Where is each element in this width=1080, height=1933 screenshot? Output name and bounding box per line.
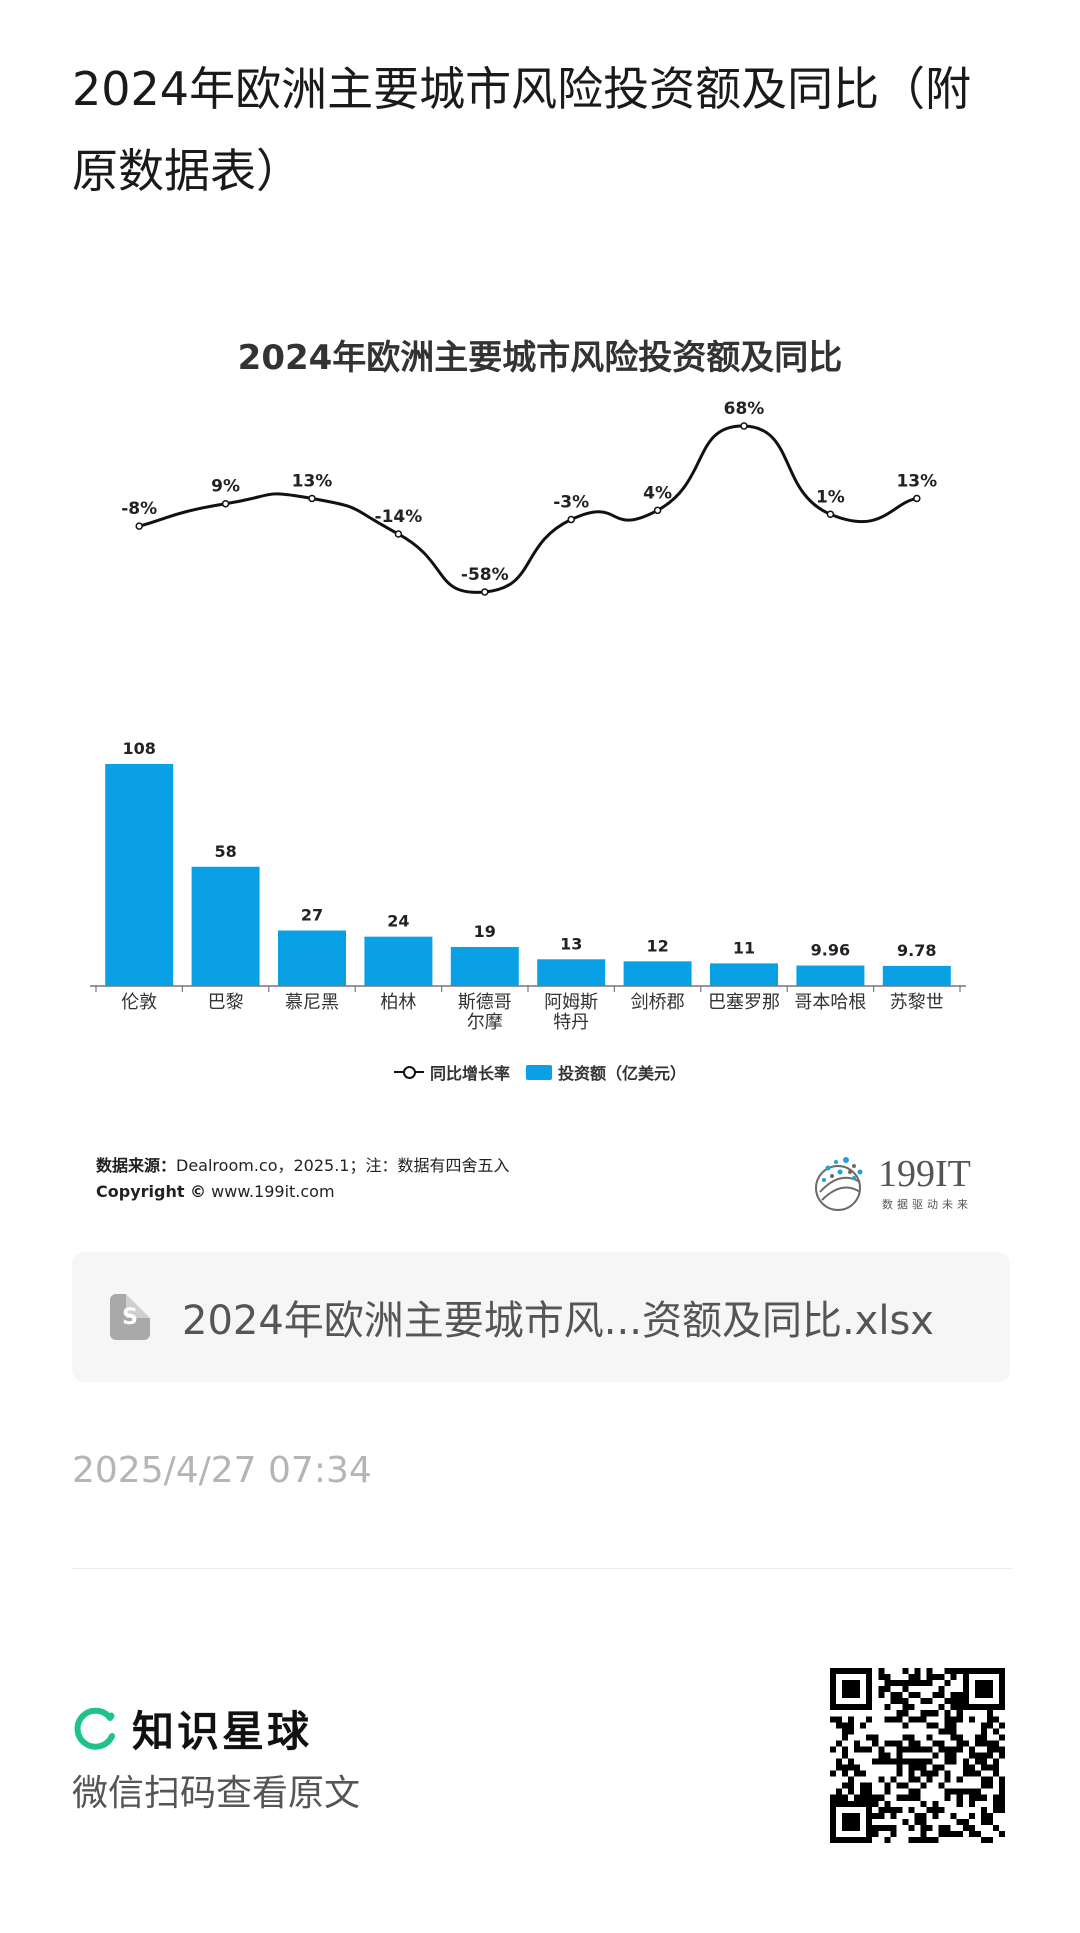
growth-point-1 xyxy=(221,499,230,508)
legend-bar-label: 投资额（亿美元） xyxy=(558,1064,687,1083)
growth-point-0 xyxy=(135,522,143,530)
growth-label-9: 13% xyxy=(896,471,937,491)
combo-chart: 108 58 27 24 19 13 12 11 9.96 9.78 伦敦 巴黎 慕尼黑 柏林 斯德哥尔摩阿… xyxy=(90,399,966,1033)
growth-point-8 xyxy=(826,510,835,519)
growth-label-8: 1% xyxy=(816,487,845,507)
brand-name: 199IT xyxy=(878,1153,971,1195)
x-tick-label-3: 柏林 xyxy=(380,992,416,1013)
zsxq-logo: 知识星球 xyxy=(72,1698,312,1759)
bar-label-5: 13 xyxy=(560,934,582,953)
chart-legend: 同比增长率 投资额（亿美元） xyxy=(72,1060,1008,1084)
x-tick-label-1: 巴黎 xyxy=(208,992,244,1013)
bar-label-3: 24 xyxy=(387,912,409,931)
data-source-label: 数据来源： xyxy=(96,1156,177,1175)
x-tick-label-8: 哥本哈根 xyxy=(794,992,866,1013)
x-tick-label-0: 伦敦 xyxy=(121,992,157,1013)
x-tick-label-4: 斯德哥尔摩 xyxy=(458,992,512,1033)
copyright-label: Copyright © xyxy=(96,1182,207,1201)
bar-label-4: 19 xyxy=(474,922,496,941)
chart-card: 2024年欧洲主要城市风险投资额及同比 108 58 27 24 19 13 12 11 9.9… xyxy=(72,300,1008,1240)
growth-label-2: 13% xyxy=(292,471,333,491)
x-tick-label-9: 苏黎世 xyxy=(890,992,944,1013)
growth-point-9 xyxy=(913,494,921,503)
bar-label-6: 12 xyxy=(646,936,668,955)
growth-point-6 xyxy=(653,506,662,515)
growth-point-3 xyxy=(394,530,403,538)
data-source-text: Dealroom.co，2025.1；注：数据有四舍五入 xyxy=(176,1156,510,1175)
attachment-file-name: 2024年欧洲主要城市风...资额及同比.xlsx xyxy=(182,1298,934,1344)
post-timestamp: 2025/4/27 07:34 xyxy=(72,1450,372,1491)
copyright: Copyright © www.199it.com xyxy=(96,1182,335,1201)
bar-label-0: 108 xyxy=(122,739,155,758)
legend-line-label: 同比增长率 xyxy=(429,1064,510,1083)
bar-label-2: 27 xyxy=(301,906,323,925)
legend-item-line: 同比增长率 xyxy=(393,1060,510,1084)
qr-code-icon[interactable] xyxy=(830,1668,1005,1843)
growth-label-0: -8% xyxy=(121,499,157,519)
bar-1 xyxy=(191,866,260,986)
growth-point-2 xyxy=(308,494,316,503)
x-tick-label-6: 剑桥郡 xyxy=(631,992,685,1013)
bar-0 xyxy=(105,764,174,986)
growth-label-1: 9% xyxy=(211,477,240,497)
x-tick-label-2: 慕尼黑 xyxy=(285,992,339,1013)
x-tick-label-5: 阿姆斯特丹 xyxy=(544,992,598,1033)
bar-7 xyxy=(710,963,778,986)
legend-item-bar: 投资额（亿美元） xyxy=(526,1060,686,1084)
growth-point-5 xyxy=(567,515,575,524)
bar-6 xyxy=(623,961,692,986)
attachment-file[interactable]: S 2024年欧洲主要城市风...资额及同比.xlsx xyxy=(72,1252,1010,1382)
bar-label-9: 9.78 xyxy=(897,941,936,960)
copyright-text: www.199it.com xyxy=(211,1182,335,1201)
growth-line xyxy=(138,424,918,594)
brand-slogan: 数据驱动未来 xyxy=(882,1197,972,1211)
legend-bar-swatch-icon xyxy=(526,1064,552,1080)
spreadsheet-file-icon: S xyxy=(110,1294,150,1340)
chart-title: 2024年欧洲主要城市风险投资额及同比 xyxy=(237,338,843,378)
bar-9 xyxy=(882,965,951,986)
growth-label-7: 68% xyxy=(724,399,765,419)
divider xyxy=(72,1568,1012,1569)
bar-3 xyxy=(364,936,433,986)
growth-label-6: 4% xyxy=(643,483,672,503)
growth-point-4 xyxy=(481,588,489,596)
scan-hint: 微信扫码查看原文 xyxy=(72,1773,361,1814)
bar-label-7: 11 xyxy=(733,938,755,957)
x-tick-label-7: 巴塞罗那 xyxy=(708,992,780,1013)
growth-label-4: -58% xyxy=(461,565,509,585)
data-source: 数据来源：Dealroom.co，2025.1；注：数据有四舍五入 xyxy=(96,1152,509,1176)
growth-point-7 xyxy=(740,422,748,430)
page-title: 2024年欧洲主要城市风险投资额及同比（附原数据表） xyxy=(72,62,972,198)
bar-4 xyxy=(450,946,519,986)
legend-line-marker-icon xyxy=(393,1065,424,1079)
bar-5 xyxy=(537,959,606,986)
bar-8 xyxy=(796,965,865,986)
growth-label-5: -3% xyxy=(553,493,589,513)
dots-globe-icon xyxy=(815,1157,863,1211)
brand-logo-199it: 199IT 数据驱动未来 xyxy=(815,1153,972,1211)
zsxq-brand-name: 知识星球 xyxy=(132,1707,313,1756)
zsxq-ring-icon xyxy=(74,1707,115,1750)
bar-label-1: 58 xyxy=(214,842,236,861)
bar-2 xyxy=(278,930,346,986)
bar-label-8: 9.96 xyxy=(811,941,850,960)
growth-label-3: -14% xyxy=(375,507,423,527)
